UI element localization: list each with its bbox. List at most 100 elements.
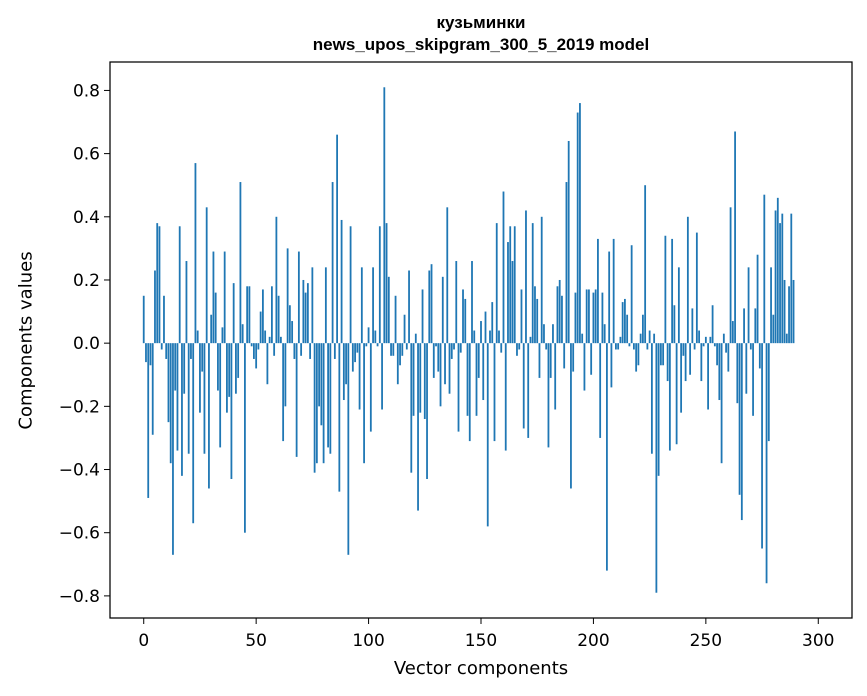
bar — [372, 267, 374, 344]
bar — [367, 327, 370, 344]
bar — [666, 343, 669, 382]
bar — [259, 311, 262, 344]
bar — [432, 343, 435, 378]
bar — [707, 343, 709, 410]
bar — [729, 207, 732, 344]
bar — [358, 343, 361, 410]
bar — [318, 343, 321, 407]
bar — [621, 302, 624, 344]
bar — [208, 343, 210, 489]
bar — [659, 343, 662, 366]
bar — [266, 343, 269, 385]
bar — [520, 289, 523, 344]
bar — [608, 251, 611, 344]
bar — [722, 333, 725, 344]
bar — [311, 267, 314, 344]
bar — [489, 330, 491, 344]
bar — [426, 343, 428, 479]
bar — [282, 343, 285, 442]
bar — [414, 333, 417, 344]
bar — [313, 343, 316, 473]
bar — [761, 343, 763, 549]
x-tick-label: 0 — [138, 631, 149, 651]
bar — [628, 343, 631, 347]
bar — [154, 270, 156, 344]
bars — [142, 87, 795, 593]
bar — [468, 343, 471, 442]
bar — [338, 343, 341, 492]
bar — [160, 343, 163, 350]
bar — [745, 343, 748, 394]
bar — [261, 289, 264, 344]
bar — [273, 343, 276, 356]
bar — [740, 343, 743, 521]
bar — [349, 226, 352, 344]
bar — [302, 279, 305, 344]
bar — [147, 343, 150, 498]
bar — [264, 330, 267, 344]
bar — [151, 343, 154, 435]
bar — [385, 223, 388, 344]
bar — [540, 216, 543, 344]
bar — [758, 343, 761, 369]
bar — [630, 245, 633, 344]
bar — [277, 295, 280, 344]
x-tick-label: 100 — [352, 631, 384, 651]
bar — [145, 343, 147, 363]
plot-frame — [109, 61, 853, 619]
bar — [194, 163, 197, 344]
bar — [228, 343, 231, 397]
bar — [727, 343, 730, 372]
bar — [295, 343, 298, 457]
bar — [257, 343, 260, 350]
bar — [176, 343, 179, 451]
bar — [401, 343, 404, 356]
bar — [149, 343, 152, 366]
bar — [309, 343, 312, 359]
bar — [457, 343, 460, 432]
bar — [383, 87, 386, 344]
bar — [417, 343, 419, 511]
bar — [167, 343, 170, 423]
bar — [428, 270, 431, 344]
bar — [347, 343, 350, 555]
bar — [210, 314, 213, 344]
bar — [603, 324, 606, 344]
bar — [376, 343, 379, 347]
bar — [657, 343, 660, 476]
bar — [279, 336, 282, 344]
bar — [763, 194, 766, 344]
bar — [187, 343, 190, 454]
bar — [673, 305, 676, 344]
bar — [686, 216, 689, 344]
bar — [345, 343, 347, 385]
bar — [399, 343, 401, 366]
bar — [738, 343, 741, 495]
bar — [713, 343, 716, 347]
bar — [695, 232, 698, 344]
y-tick-label: −0.8 — [59, 587, 100, 607]
bar — [552, 324, 554, 344]
bar — [441, 276, 444, 344]
bar — [601, 292, 604, 344]
bar — [752, 343, 754, 416]
bar — [484, 311, 487, 344]
x-axis-label: Vector components — [393, 658, 569, 679]
bar — [567, 140, 570, 344]
bar — [365, 343, 368, 347]
bar — [205, 207, 208, 344]
bar — [754, 308, 757, 344]
bar — [774, 210, 777, 344]
bar — [671, 238, 674, 344]
bar — [226, 343, 228, 413]
bar — [201, 343, 204, 372]
bar — [340, 219, 343, 344]
bar — [196, 330, 199, 344]
bar — [536, 298, 539, 344]
bar — [700, 343, 703, 382]
bar — [466, 343, 469, 416]
bar — [354, 343, 356, 363]
y-tick-label: 0.0 — [73, 334, 100, 354]
chart-title-line-1: кузьминки — [436, 13, 526, 32]
y-axis-ticks: −0.8 −0.6 −0.4 −0.2 0.0 0.2 0.4 0.6 0.8 — [59, 81, 110, 607]
